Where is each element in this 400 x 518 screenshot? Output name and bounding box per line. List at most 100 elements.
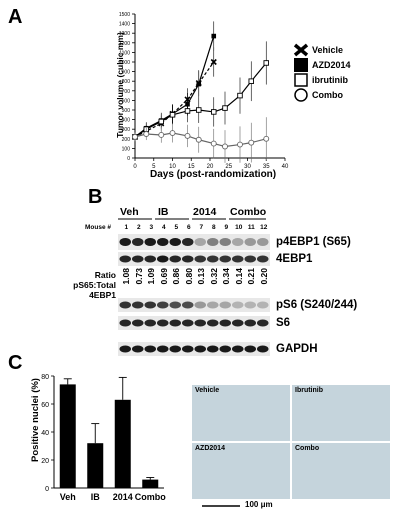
blot-lane-number: 11 [247, 224, 255, 231]
blot-band-lane [257, 238, 269, 246]
blot-mouse-label: Mouse # [85, 224, 112, 231]
blot-band-lane [194, 301, 206, 309]
y-tick-label: 1400 [119, 22, 130, 28]
x-tick-label: 35 [263, 164, 270, 170]
y-tick-label: 1100 [119, 50, 130, 56]
blot-lane-number: 12 [260, 224, 268, 231]
x-tick-label: 25 [225, 164, 232, 170]
blot-band-s6 [118, 316, 270, 330]
blot-band-lane [144, 319, 156, 327]
blot-band-ps6 [118, 298, 270, 312]
blot-band-lane [244, 345, 256, 353]
blot-lane-number: 1 [124, 224, 129, 231]
blot-lane-numbers: 1 2 3 4 5 6 7 8 9 10 11 12 [120, 224, 270, 234]
blot-band-lane [244, 301, 256, 309]
data-point-azd2014 [211, 33, 217, 39]
bar-combo [142, 479, 159, 488]
blot-band-lane [194, 345, 206, 353]
blot-band-lane [132, 319, 144, 327]
blot-band-lane [157, 301, 169, 309]
ihc-image-ibrutinib: Ibrutinib [292, 385, 390, 441]
y-tick-label: 800 [122, 79, 131, 85]
blot-ratio-value: 0.34 [221, 268, 231, 285]
ihc-image-combo: Combo [292, 443, 390, 499]
legend-filled-square-icon [294, 57, 308, 72]
blot-band-lane [194, 319, 206, 327]
blot-band-lane [244, 238, 256, 246]
blot-band-lane [207, 319, 219, 327]
blot-band-lane [132, 301, 144, 309]
x-tick-label: 10 [169, 164, 176, 170]
ihc-label-ibrutinib: Ibrutinib [295, 387, 323, 394]
blot-label-s6: S6 [276, 317, 291, 329]
y-tick-label: 40 [41, 430, 49, 437]
blot-band-lane [132, 255, 144, 263]
blot-band-lane [119, 345, 131, 353]
blot-ratio-value: 0.21 [246, 268, 256, 285]
blot-ratio-value: 0.14 [233, 268, 244, 285]
blot-ratio-value: 0.80 [183, 268, 194, 285]
data-point-combo [263, 135, 270, 142]
y-tick-label: 700 [122, 89, 131, 95]
blot-group-ib: IB [158, 206, 169, 218]
blot-band-lane [232, 301, 244, 309]
data-point-combo [195, 136, 202, 143]
y-tick-label: 1300 [119, 31, 130, 37]
legend-vehicle-label: Vehicle [312, 44, 344, 55]
legend-vehicle: Vehicle [293, 42, 351, 57]
x-tick-label: 5 [152, 164, 156, 170]
data-point-combo [132, 133, 138, 140]
data-point-combo [158, 132, 165, 138]
data-point-ibrutinib [263, 60, 269, 66]
blot-band-lane [157, 238, 169, 246]
blot-band-lane [169, 255, 181, 263]
data-point-ibrutinib [222, 105, 228, 111]
x-tick-label: 30 [244, 164, 251, 170]
blot-band-lane [157, 255, 169, 263]
blot-lane-number: 6 [186, 224, 191, 231]
blot-ratio-values: 1.08 0.73 1.09 0.69 0.86 0.80 0.13 0.32 0.34 0.14… [120, 268, 270, 298]
panel-label-c: C [8, 352, 23, 374]
blot-band-lane [219, 345, 231, 353]
blot-ratio-value: 0.69 [158, 268, 169, 285]
blot-band-lane [157, 319, 169, 327]
blot-band-lane [144, 301, 156, 309]
tumor-volume-chart: 0100200300400500600700800900100011001200… [119, 12, 289, 170]
blot-band-lane [207, 345, 219, 353]
blot-lane-number: 7 [199, 224, 204, 231]
blot-band-lane [257, 301, 269, 309]
blot-band-lane [144, 345, 156, 353]
data-point-combo [248, 139, 255, 146]
blot-band-lane [194, 238, 206, 246]
blot-band-lane [257, 319, 269, 327]
data-point-combo [237, 141, 243, 148]
blot-band-p4ebp1 [118, 234, 270, 250]
blot-band-lane [257, 255, 269, 263]
scale-bar-label: 100 μm [245, 500, 273, 509]
x-tick-label: 40 [282, 164, 289, 170]
blot-ratio-value: 1.08 [121, 268, 131, 285]
ihc-label-combo: Combo [295, 445, 320, 452]
data-point-ibrutinib [169, 112, 176, 118]
legend-azd2014: AZD2014 [293, 57, 351, 72]
blot-group-combo: Combo [230, 206, 267, 218]
legend-azd2014-label: AZD2014 [312, 59, 351, 70]
blot-ratio-value: 1.09 [146, 268, 156, 285]
blot-band-lane [207, 301, 219, 309]
y-tick-label: 900 [122, 70, 131, 76]
blot-lane-number: 8 [211, 224, 216, 231]
x-tick-label: 0 [133, 164, 137, 170]
blot-ratio-title: Ratio [94, 270, 116, 280]
bar-ib [87, 443, 104, 488]
blot-band-lane [219, 319, 231, 327]
blot-band-lane [194, 255, 206, 263]
legend-x-marker-icon [293, 43, 309, 56]
blot-lane-number: 5 [174, 224, 179, 231]
series-line-ibrutinib [134, 62, 267, 138]
blot-band-lane [232, 238, 244, 246]
y-tick-label: 100 [122, 146, 131, 152]
series-line-azd2014 [134, 35, 215, 138]
blot-lane-number: 3 [149, 224, 154, 231]
data-point-combo [169, 130, 176, 136]
scale-bar [202, 505, 240, 507]
